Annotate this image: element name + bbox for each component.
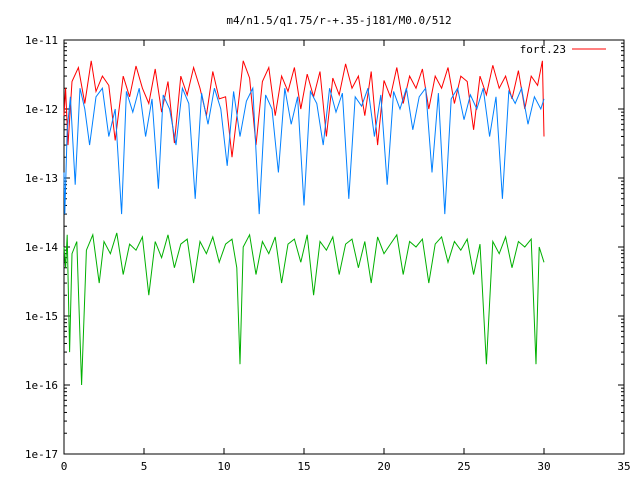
- series-line-1: [63, 60, 545, 158]
- y-tick-label: 1e-11: [25, 34, 58, 47]
- x-tick-label: 35: [617, 460, 630, 473]
- x-tick-label: 0: [61, 460, 68, 473]
- y-tick-label: 1e-17: [25, 448, 58, 461]
- legend: fort.23: [520, 43, 606, 56]
- chart-title: m4/n1.5/q1.75/r-+.35-j181/M0.0/512: [226, 14, 451, 27]
- series-line-3: [63, 232, 545, 386]
- y-tick-label: 1e-13: [25, 172, 58, 185]
- legend-entry-label: fort.23: [520, 43, 566, 56]
- x-tick-label: 30: [537, 460, 550, 473]
- x-axis: 0 5 10 15 20 25 30 35: [61, 40, 631, 473]
- x-tick-label: 20: [377, 460, 390, 473]
- series-layer: [63, 60, 545, 386]
- y-tick-label: 1e-16: [25, 379, 58, 392]
- series-line-2: [63, 86, 545, 215]
- x-tick-label: 25: [457, 460, 470, 473]
- y-axis: 1e-11 1e-12 1e-13 1e-14 1e-15 1e-16 1e-17: [25, 34, 624, 461]
- y-tick-label: 1e-15: [25, 310, 58, 323]
- y-tick-label: 1e-12: [25, 103, 58, 116]
- y-tick-label: 1e-14: [25, 241, 58, 254]
- x-tick-label: 10: [217, 460, 230, 473]
- x-tick-label: 15: [297, 460, 310, 473]
- x-tick-label: 5: [141, 460, 148, 473]
